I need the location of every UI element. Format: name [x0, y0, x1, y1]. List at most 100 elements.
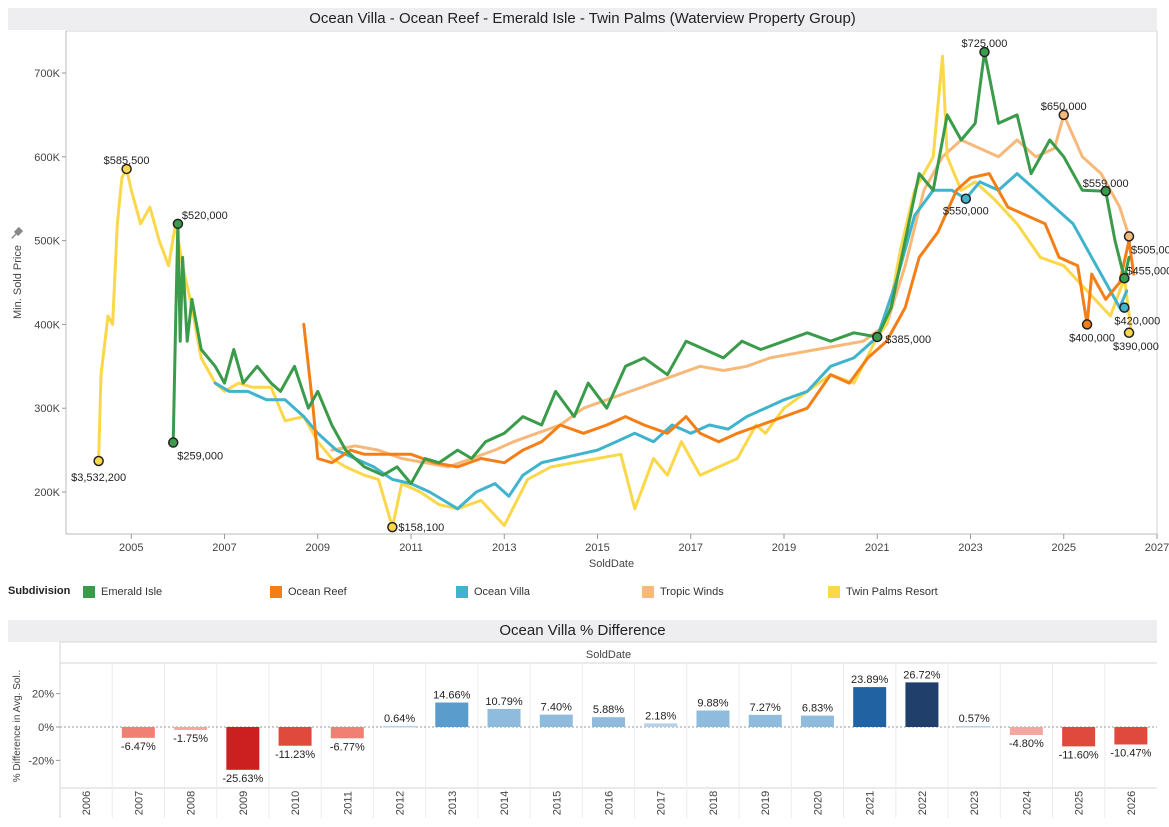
bar-x-tick-label: 2019 — [760, 791, 772, 815]
bar-label-2015: 7.40% — [541, 702, 572, 714]
bar-x-tick-label: 2026 — [1126, 791, 1138, 815]
annotation-marker — [93, 455, 104, 467]
bar-2021 — [853, 687, 887, 727]
bar-y-tick-label: -20% — [28, 755, 54, 767]
legend-label: Emerald Isle — [101, 586, 163, 598]
bar-2008 — [174, 727, 208, 730]
bar-label-2017: 2.18% — [645, 710, 676, 722]
legend-label: Ocean Villa — [474, 586, 531, 598]
y-tick-label: 300K — [34, 403, 60, 415]
bar-x-tick-label: 2013 — [447, 791, 459, 815]
bar-x-tick-label: 2022 — [917, 791, 929, 815]
y-tick-label: 700K — [34, 68, 60, 80]
annotation-label: $420,000 — [1114, 316, 1160, 328]
bar-label-2019: 7.27% — [750, 702, 781, 714]
bar-x-tick-label: 2025 — [1074, 791, 1086, 815]
bar-label-2018: 9.88% — [697, 698, 728, 710]
bar-x-tick-label: 2009 — [238, 791, 250, 815]
series-line-ocean-reef — [302, 172, 1136, 469]
annotation-label: $505,000 — [1131, 244, 1169, 256]
bar-x-tick-label: 2010 — [290, 791, 302, 815]
bar-label-2020: 6.83% — [802, 703, 833, 715]
annotation-marker — [167, 437, 179, 448]
bar-x-tick-label: 2007 — [133, 791, 145, 815]
bar-label-2022: 26.72% — [903, 669, 941, 681]
annotation-label: $259,000 — [177, 451, 223, 463]
legend-item-emerald-isle[interactable]: Emerald Isle — [83, 585, 162, 599]
series-line-tropic-winds — [330, 113, 1131, 469]
annotation-label: $559,000 — [1083, 178, 1129, 190]
legend-swatch — [83, 586, 95, 598]
annotation-marker — [387, 521, 398, 533]
bar-2023 — [957, 726, 991, 728]
legend-item-ocean-reef[interactable]: Ocean Reef — [270, 585, 347, 599]
legend-item-twin-palms-resort[interactable]: Twin Palms Resort — [828, 585, 938, 599]
annotation-label: $650,000 — [1041, 101, 1087, 113]
bar-x-tick-label: 2008 — [186, 791, 198, 815]
annotation-marker — [1123, 231, 1135, 242]
annotation-label: $725,000 — [962, 38, 1008, 50]
x-tick-label: 2027 — [1145, 542, 1169, 554]
annotation-marker — [872, 331, 883, 343]
bar-y-tick-label: 20% — [32, 689, 54, 701]
bar-x-tick-label: 2011 — [342, 791, 354, 815]
annotation-marker — [979, 46, 990, 58]
bar-2025 — [1062, 727, 1096, 747]
x-tick-label: 2023 — [958, 542, 982, 554]
y-tick-label: 500K — [34, 236, 60, 248]
bar-label-2024: -4.80% — [1009, 738, 1044, 750]
bar-y-axis-title: % Difference in Avg. Sol.. — [12, 670, 23, 782]
bar-x-tick-label: 2018 — [708, 791, 720, 815]
bar-x-tick-label: 2021 — [865, 791, 877, 815]
y-tick-label: 600K — [34, 152, 60, 164]
annotation-label: $390,000 — [1113, 341, 1159, 353]
bar-x-tick-label: 2014 — [499, 791, 511, 815]
series-line-ocean-villa — [213, 172, 1129, 511]
bar-x-tick-label: 2017 — [656, 791, 668, 815]
bar-2017 — [644, 723, 678, 727]
bar-2010 — [278, 727, 312, 746]
annotation-marker — [1119, 273, 1130, 284]
bar-2009 — [226, 727, 260, 770]
x-tick-label: 2017 — [679, 542, 703, 554]
bar-label-2021: 23.89% — [851, 674, 889, 686]
annotation-label: $158,100 — [398, 522, 444, 534]
bar-2015 — [539, 714, 573, 727]
annotation-marker — [121, 163, 132, 175]
legend-label: Ocean Reef — [288, 586, 347, 598]
x-tick-label: 2007 — [212, 542, 236, 554]
bar-x-tick-label: 2016 — [604, 791, 616, 815]
legend-swatch — [828, 586, 840, 598]
legend: Subdivision Emerald Isle Ocean Reef Ocea… — [8, 585, 1157, 601]
x-tick-label: 2005 — [119, 542, 143, 554]
annotation-label: $400,000 — [1069, 332, 1115, 344]
bar-2018 — [696, 710, 730, 727]
pin-icon — [11, 226, 24, 239]
annotation-marker — [172, 218, 184, 230]
bar-2013 — [435, 702, 469, 727]
legend-item-tropic-winds[interactable]: Tropic Winds — [642, 585, 724, 599]
legend-title: Subdivision — [8, 585, 71, 597]
bar-2026 — [1114, 727, 1148, 745]
bar-2024 — [1009, 727, 1043, 736]
x-tick-label: 2015 — [585, 542, 609, 554]
legend-label: Tropic Winds — [660, 586, 724, 598]
x-tick-label: 2011 — [399, 542, 423, 554]
legend-item-ocean-villa[interactable]: Ocean Villa — [456, 585, 530, 599]
y-tick-label: 200K — [34, 487, 60, 499]
series-line-emerald-isle — [171, 50, 1131, 486]
annotation-label: $520,000 — [182, 210, 228, 222]
bar-2014 — [487, 708, 521, 727]
annotation-marker — [1058, 109, 1070, 121]
bar-label-2026: -10.47% — [1110, 747, 1151, 759]
series-line-twin-palms-resort — [97, 54, 1133, 529]
legend-label: Twin Palms Resort — [846, 586, 938, 598]
bar-label-2014: 10.79% — [485, 696, 523, 708]
bar-x-tick-label: 2015 — [551, 791, 563, 815]
annotation-label: $385,000 — [885, 334, 931, 346]
legend-swatch — [270, 586, 282, 598]
bar-label-2007: -6.47% — [121, 741, 156, 753]
bottom-chart-title: Ocean Villa % Difference — [8, 620, 1157, 642]
pin-icon-head — [13, 226, 24, 237]
